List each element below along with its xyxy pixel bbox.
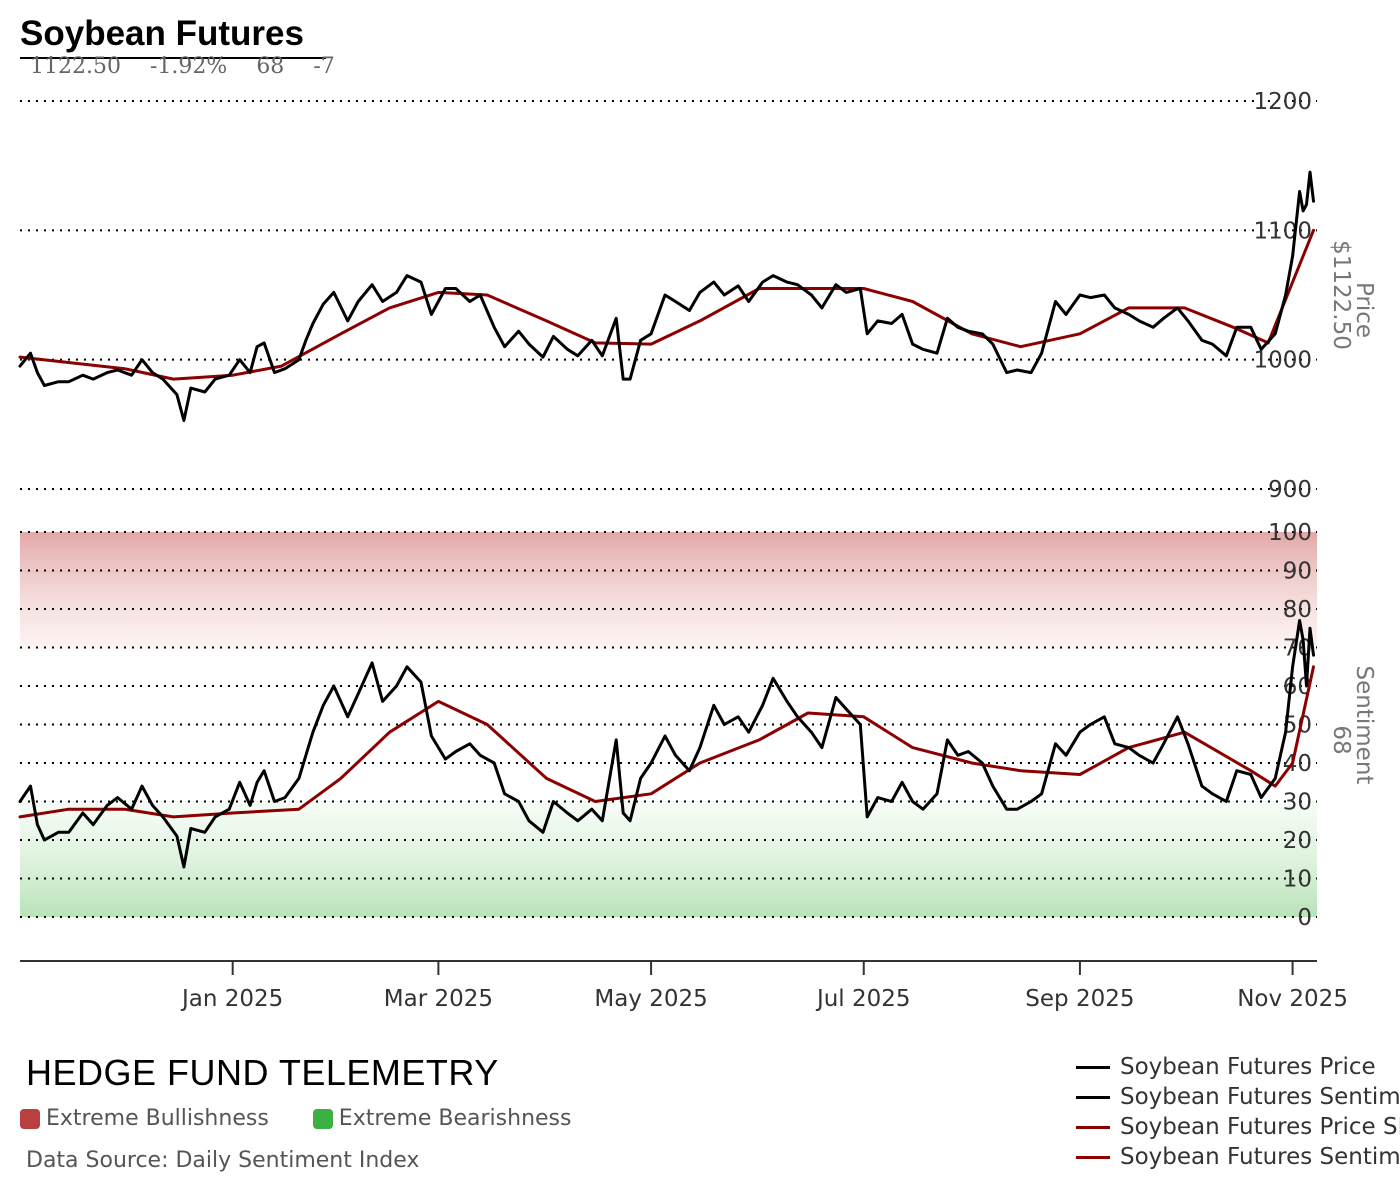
price-axis-title: Price [1351,282,1377,338]
legend-line-price-sma [1076,1125,1110,1129]
sentiment-axis-value: 68 [1328,725,1354,754]
price-sma-line [18,228,1315,381]
sentiment-tick-label: 90 [1283,559,1312,585]
brand-name: HEDGE FUND TELEMETRY [26,1052,499,1093]
zone-legend: Extreme Bullishness Extreme Bearishness [20,1106,615,1131]
price-line [18,170,1315,422]
legend-line-sentiment-sma [1076,1155,1110,1159]
legend-line-sentiment [1076,1095,1110,1099]
series-legend: Soybean Futures Price Soybean Futures Se… [1076,1052,1400,1172]
price-tick-label: 1200 [1253,89,1312,115]
x-axis-tick-label: May 2025 [594,986,707,1012]
bullish-label: Extreme Bullishness [46,1106,269,1131]
bearish-label: Extreme Bearishness [338,1106,572,1131]
x-axis-tick-label: Sep 2025 [1025,986,1134,1012]
stat-percent-change: -1.92% [149,54,228,79]
price-tick-label: 1100 [1253,218,1312,244]
x-axis-tick-label: Nov 2025 [1237,986,1348,1012]
legend-label-price: Soybean Futures Price [1120,1054,1376,1080]
legend-label-price-sma: Soybean Futures Price SMA [1120,1114,1400,1140]
zone-legend-bearish[interactable]: Extreme Bearishness [312,1106,572,1131]
zone-legend-bullish[interactable]: Extreme Bullishness [20,1106,269,1131]
legend-item-price-sma[interactable]: Soybean Futures Price SMA [1076,1112,1400,1142]
stat-sentiment-change: -7 [313,54,335,79]
sentiment-tick-label: 0 [1297,905,1312,931]
sentiment-line [18,619,1315,869]
chart-title: Soybean Futures [20,14,304,53]
price-tick-label: 1000 [1253,348,1312,374]
x-axis-tick-label: Mar 2025 [384,986,493,1012]
stat-last-price: 1122.50 [30,54,121,79]
x-axis-tick-label: Jul 2025 [815,986,911,1012]
sentiment-tick-label: 80 [1283,597,1312,623]
stats-row: 1122.50 -1.92% 68 -7 [30,54,357,79]
sentiment-tick-label: 20 [1283,828,1312,854]
stat-sentiment: 68 [256,54,285,79]
bullish-swatch [20,1108,40,1129]
legend-item-sentiment[interactable]: Soybean Futures Sentiment [1076,1082,1400,1112]
extreme-bearish-zone [20,801,1317,917]
price-axis-value: $1122.50 [1328,240,1354,350]
extreme-bullish-zone [20,532,1317,648]
x-axis-tick-label: Jan 2025 [180,986,283,1012]
legend-item-price[interactable]: Soybean Futures Price [1076,1052,1400,1082]
sentiment-tick-label: 10 [1283,867,1312,893]
chart-canvas: 9001000110012000102030405060708090100Jan… [18,89,1377,1012]
legend-line-price [1076,1065,1110,1069]
price-tick-label: 900 [1268,477,1312,503]
sentiment-tick-label: 40 [1283,751,1312,777]
sentiment-tick-label: 100 [1268,520,1312,546]
bearish-swatch [312,1108,333,1129]
legend-label-sentiment-sma: Soybean Futures Sentiment SMA [1120,1144,1400,1170]
sentiment-tick-label: 30 [1283,790,1312,816]
title-underline [20,57,326,59]
sentiment-axis-title: Sentiment [1351,666,1377,785]
legend-label-sentiment: Soybean Futures Sentiment [1120,1084,1400,1110]
legend-item-sentiment-sma[interactable]: Soybean Futures Sentiment SMA [1076,1142,1400,1172]
data-source: Data Source: Daily Sentiment Index [26,1148,420,1173]
